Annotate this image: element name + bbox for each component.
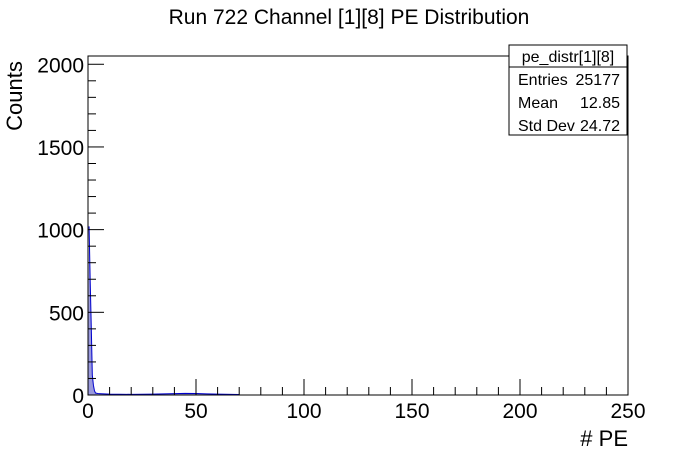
stats-box-title: pe_distr[1][8] [522,49,615,66]
x-tick-label: 0 [82,400,94,423]
stats-entries-value: 25177 [576,72,621,89]
stats-entries-label: Entries [518,72,568,89]
x-axis-label: # PE [580,426,628,451]
y-tick-label: 2000 [37,54,84,77]
stats-box-frame [508,44,628,136]
x-tick-label: 200 [502,400,537,423]
stats-stddev-label: Std Dev [518,118,575,135]
x-tick-label: 100 [286,400,321,423]
stats-mean-value: 12.85 [580,95,620,112]
x-tick-label: 250 [610,400,645,423]
y-tick-label: 1500 [37,137,84,160]
stats-mean-label: Mean [518,95,558,112]
plot-frame [87,55,629,396]
histogram-fill [88,226,240,395]
x-tick-label: 50 [184,400,207,423]
y-tick-label: 1000 [37,220,84,243]
y-tick-label: 0 [72,385,84,408]
y-axis-label: Counts [2,61,27,131]
chart-title: Run 722 Channel [1][8] PE Distribution [169,6,530,29]
histogram-line [88,226,240,395]
x-tick-label: 150 [394,400,429,423]
stats-stddev-value: 24.72 [580,118,620,135]
y-tick-label: 500 [49,302,84,325]
stats-box: pe_distr[1][8] Entries 25177 Mean 12.85 … [508,44,628,136]
